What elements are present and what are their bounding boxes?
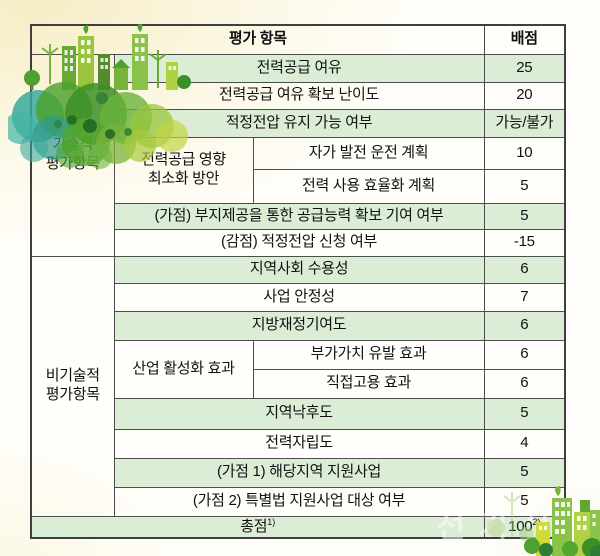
- group-label-technical-line2: 평가항목: [45, 155, 100, 172]
- row-points: 6: [483, 310, 566, 341]
- row-item: 적정전압 유지 가능 여부: [113, 108, 485, 138]
- row-points: 7: [483, 282, 566, 312]
- row-points: 6: [483, 339, 566, 370]
- subgroup-label-supply-impact: 전력공급 영향 최소화 방안: [113, 136, 254, 204]
- row-points: 5: [483, 486, 566, 517]
- row-points: -15: [483, 228, 566, 257]
- evaluation-table: 평가 항목 배점 기술적 평가항목 전력공급 여유 25 전력공급 여유 확보 …: [30, 24, 567, 539]
- row-points: 5: [483, 457, 566, 488]
- row-points: 5: [483, 202, 566, 230]
- total-points-footnote: 2): [532, 516, 541, 527]
- total-label-footnote: 1): [267, 516, 276, 527]
- row-points: 6: [483, 255, 566, 284]
- header-points: 배점: [483, 24, 566, 55]
- row-item: (가점) 부지제공을 통한 공급능력 확보 기여 여부: [113, 202, 485, 230]
- total-row-label: 총점1): [30, 515, 485, 539]
- row-item: 지역사회 수용성: [113, 255, 485, 284]
- row-item: 전력공급 여유: [113, 53, 485, 83]
- row-item: 직접고용 효과: [252, 368, 485, 399]
- group-label-non-technical: 비기술적 평가항목: [30, 255, 115, 517]
- row-item: (가점 2) 특별법 지원사업 대상 여부: [113, 486, 485, 517]
- row-item: 자가 발전 운전 계획: [252, 136, 485, 170]
- group-label-non-technical-line2: 평가항목: [45, 386, 100, 403]
- subgroup-label-industry-effect: 산업 활성화 효과: [113, 339, 254, 399]
- group-label-non-technical-line1: 비기술적: [45, 367, 100, 385]
- group-label-technical-line1: 기술적: [52, 136, 93, 154]
- row-points: 5: [483, 397, 566, 430]
- group-label-technical: 기술적 평가항목: [30, 53, 115, 257]
- row-item: (감점) 적정전압 신청 여부: [113, 228, 485, 257]
- row-points: 6: [483, 368, 566, 399]
- row-points: 10: [483, 136, 566, 170]
- row-item: 전력 사용 효율화 계획: [252, 168, 485, 204]
- row-points: 4: [483, 428, 566, 459]
- row-item: 지역낙후도: [113, 397, 485, 430]
- row-points: 25: [483, 53, 566, 83]
- total-row-points: 1002): [483, 515, 566, 539]
- total-label-text: 총점: [240, 517, 268, 535]
- total-points-text: 100: [508, 517, 533, 535]
- row-item: 전력자립도: [113, 428, 485, 459]
- row-item: (가점 1) 해당지역 지원사업: [113, 457, 485, 488]
- row-item: 부가가치 유발 효과: [252, 339, 485, 370]
- row-item: 사업 안정성: [113, 282, 485, 312]
- row-points: 가능/불가: [483, 108, 566, 138]
- row-points: 20: [483, 81, 566, 110]
- subgroup-line2: 최소화 방안: [147, 170, 220, 187]
- row-item: 전력공급 여유 확보 난이도: [113, 81, 485, 110]
- header-evaluation-items: 평가 항목: [30, 24, 485, 55]
- row-points: 5: [483, 168, 566, 204]
- subgroup-line1: 전력공급 영향: [141, 151, 226, 169]
- row-item: 지방재정기여도: [113, 310, 485, 341]
